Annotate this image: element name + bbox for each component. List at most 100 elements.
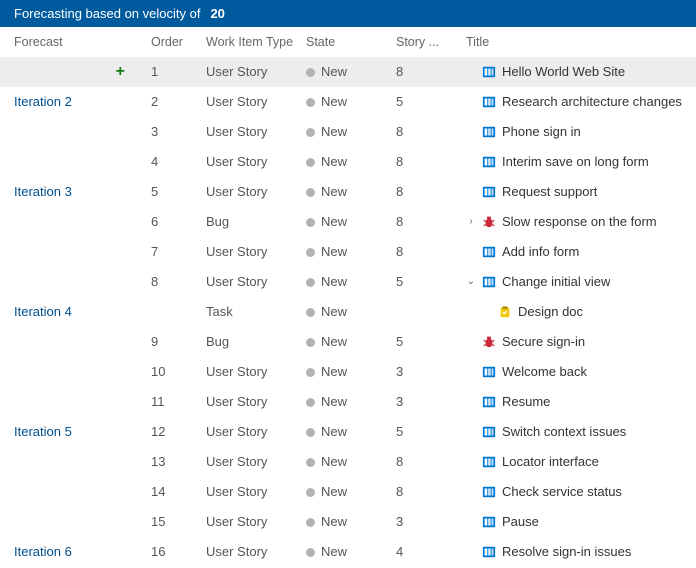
title-cell[interactable]: ⌄ Change initial view [460, 267, 696, 297]
forecast-cell: Iteration 6 [0, 537, 145, 567]
title-text: Design doc [518, 304, 583, 319]
title-cell[interactable]: ›Research architecture changes [460, 87, 696, 117]
story-icon [482, 125, 496, 139]
col-story[interactable]: Story ... [390, 27, 460, 57]
table-row[interactable]: Iteration 22User StoryNew5›Research arch… [0, 87, 696, 117]
story-icon [482, 455, 496, 469]
table-row[interactable]: Iteration 616User StoryNew4›Resolve sign… [0, 537, 696, 567]
col-type[interactable]: Work Item Type [200, 27, 300, 57]
state-dot-icon [306, 68, 315, 77]
forecast-cell [0, 507, 145, 537]
table-row[interactable]: Iteration 512User StoryNew5›Switch conte… [0, 417, 696, 447]
state-dot-icon [306, 98, 315, 107]
title-cell[interactable]: ›Check service status [460, 477, 696, 507]
title-cell[interactable]: ›Switch context issues [460, 417, 696, 447]
table-row[interactable]: 10User StoryNew3›Welcome back [0, 357, 696, 387]
chevron-right-icon[interactable]: › [466, 216, 476, 227]
col-forecast[interactable]: Forecast [0, 27, 145, 57]
table-row[interactable]: 7User StoryNew8›Add info form [0, 237, 696, 267]
story-icon [482, 245, 496, 259]
table-row[interactable]: 15User StoryNew3›Pause [0, 507, 696, 537]
story-icon [482, 515, 496, 529]
title-cell[interactable]: ›Resolve sign-in issues [460, 537, 696, 567]
table-row[interactable]: Iteration 4TaskNew›Design doc [0, 297, 696, 327]
state-cell: New [300, 147, 390, 177]
state-dot-icon [306, 218, 315, 227]
state-dot-icon [306, 158, 315, 167]
type-cell: User Story [200, 57, 300, 87]
state-cell: New [300, 207, 390, 237]
bug-icon [482, 215, 496, 229]
title-text: Add info form [502, 244, 579, 259]
state-cell: New [300, 117, 390, 147]
title-cell[interactable]: ›Resume [460, 387, 696, 417]
col-state[interactable]: State [300, 27, 390, 57]
state-cell: New [300, 57, 390, 87]
forecast-cell [0, 477, 145, 507]
story-icon [482, 365, 496, 379]
story-cell: 8 [390, 237, 460, 267]
state-dot-icon [306, 548, 315, 557]
story-cell: 8 [390, 147, 460, 177]
order-cell: 14 [145, 477, 200, 507]
table-row[interactable]: 4User StoryNew8›Interim save on long for… [0, 147, 696, 177]
col-title[interactable]: Title [460, 27, 696, 57]
forecast-cell [0, 447, 145, 477]
story-cell: 8 [390, 477, 460, 507]
table-row[interactable]: Iteration 35User StoryNew8›Request suppo… [0, 177, 696, 207]
story-cell: 5 [390, 87, 460, 117]
table-row[interactable]: 9BugNew5›Secure sign-in [0, 327, 696, 357]
title-text: Pause [502, 514, 539, 529]
title-cell[interactable]: ›Add info form [460, 237, 696, 267]
title-cell[interactable]: ›Secure sign-in [460, 327, 696, 357]
table-row[interactable]: 14User StoryNew8›Check service status [0, 477, 696, 507]
header-row: Forecast Order Work Item Type State Stor… [0, 27, 696, 57]
story-cell: 8 [390, 57, 460, 87]
type-cell: User Story [200, 87, 300, 117]
story-icon [482, 425, 496, 439]
story-icon [482, 65, 496, 79]
state-cell: New [300, 417, 390, 447]
order-cell: 1 [145, 57, 200, 87]
table-row[interactable]: 6BugNew8›Slow response on the form [0, 207, 696, 237]
state-dot-icon [306, 128, 315, 137]
story-cell: 8 [390, 447, 460, 477]
story-cell: 8 [390, 207, 460, 237]
table-row[interactable]: 8User StoryNew5⌄Change initial view [0, 267, 696, 297]
banner-prefix: Forecasting based on velocity of [14, 6, 200, 21]
title-text: Change initial view [502, 274, 610, 289]
story-icon [482, 485, 496, 499]
state-cell: New [300, 177, 390, 207]
story-cell: 4 [390, 537, 460, 567]
title-cell[interactable]: ›Locator interface [460, 447, 696, 477]
table-row[interactable]: 13User StoryNew8›Locator interface [0, 447, 696, 477]
table-row[interactable]: 11User StoryNew3›Resume [0, 387, 696, 417]
col-order[interactable]: Order [145, 27, 200, 57]
add-item-icon[interactable]: + [116, 65, 125, 79]
story-icon [482, 545, 496, 559]
type-cell: Bug [200, 327, 300, 357]
story-cell: 3 [390, 357, 460, 387]
type-cell: User Story [200, 507, 300, 537]
type-cell: User Story [200, 237, 300, 267]
story-icon [482, 185, 496, 199]
chevron-down-icon[interactable]: ⌄ [466, 276, 476, 287]
order-cell: 6 [145, 207, 200, 237]
order-cell: 13 [145, 447, 200, 477]
state-dot-icon [306, 278, 315, 287]
table-row[interactable]: +1User StoryNew8›Hello World Web Site [0, 57, 696, 87]
state-dot-icon [306, 428, 315, 437]
title-cell[interactable]: ›Welcome back [460, 357, 696, 387]
type-cell: Task [200, 297, 300, 327]
title-text: Request support [502, 184, 597, 199]
title-cell[interactable]: ›Hello World Web Site [460, 57, 696, 87]
title-cell[interactable]: ›Request support [460, 177, 696, 207]
title-cell[interactable]: ›Design doc [460, 297, 696, 327]
title-cell[interactable]: ›Pause [460, 507, 696, 537]
title-cell[interactable]: ›Phone sign in [460, 117, 696, 147]
type-cell: User Story [200, 117, 300, 147]
table-row[interactable]: 3User StoryNew8›Phone sign in [0, 117, 696, 147]
state-dot-icon [306, 308, 315, 317]
title-cell[interactable]: ›Slow response on the form [460, 207, 696, 237]
title-cell[interactable]: ›Interim save on long form [460, 147, 696, 177]
